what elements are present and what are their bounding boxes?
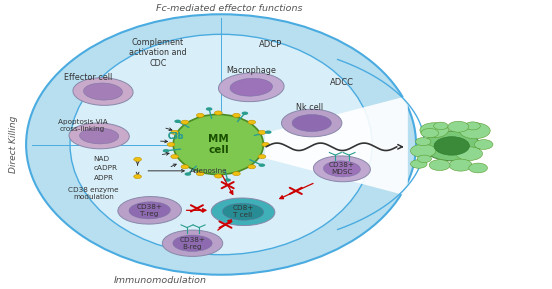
Ellipse shape [162, 230, 222, 256]
Circle shape [416, 138, 431, 146]
Ellipse shape [129, 202, 171, 219]
Circle shape [184, 172, 191, 176]
Text: CD38+
B-reg: CD38+ B-reg [179, 237, 205, 250]
Circle shape [171, 130, 178, 134]
Circle shape [181, 120, 189, 124]
Circle shape [134, 158, 141, 161]
Text: Effector cell: Effector cell [64, 73, 112, 82]
Ellipse shape [282, 109, 342, 137]
Text: cADPR: cADPR [94, 165, 118, 171]
Text: ADCP: ADCP [259, 40, 282, 49]
Circle shape [197, 172, 204, 176]
Circle shape [232, 172, 240, 176]
Circle shape [434, 137, 469, 155]
Circle shape [248, 120, 256, 124]
Text: CD8+
T cell: CD8+ T cell [232, 205, 254, 218]
Text: Apoptosis VIA
cross-linking: Apoptosis VIA cross-linking [58, 118, 108, 131]
Ellipse shape [173, 114, 263, 175]
Ellipse shape [292, 114, 331, 131]
Circle shape [163, 149, 169, 153]
Text: Fc-mediated effector functions: Fc-mediated effector functions [156, 4, 302, 13]
Circle shape [215, 111, 222, 115]
Circle shape [262, 142, 269, 147]
Text: NAD: NAD [94, 156, 110, 162]
Ellipse shape [70, 34, 372, 255]
Ellipse shape [173, 235, 212, 251]
Text: ADCC: ADCC [330, 78, 354, 87]
Circle shape [248, 165, 256, 169]
Ellipse shape [79, 128, 119, 144]
Circle shape [206, 107, 213, 111]
Circle shape [242, 112, 248, 115]
Polygon shape [265, 96, 408, 196]
Text: Macrophage: Macrophage [226, 66, 276, 75]
Ellipse shape [83, 83, 123, 100]
Ellipse shape [73, 78, 133, 105]
Text: C3b: C3b [168, 132, 184, 141]
Ellipse shape [323, 161, 360, 177]
Circle shape [465, 122, 480, 130]
Ellipse shape [314, 156, 370, 182]
Text: Complement
activation and
CDC: Complement activation and CDC [129, 38, 187, 68]
Text: Direct Killing: Direct Killing [9, 116, 18, 173]
Ellipse shape [230, 78, 273, 96]
Circle shape [474, 140, 493, 149]
Circle shape [215, 174, 222, 178]
Circle shape [417, 155, 432, 162]
Circle shape [429, 160, 450, 171]
Circle shape [459, 123, 490, 139]
Circle shape [411, 160, 427, 168]
Text: ADPR: ADPR [94, 175, 114, 181]
Circle shape [258, 164, 265, 167]
Ellipse shape [26, 14, 416, 275]
Circle shape [258, 155, 266, 159]
Circle shape [448, 121, 469, 132]
Text: Nk cell: Nk cell [296, 103, 323, 112]
Circle shape [134, 175, 141, 179]
Circle shape [421, 129, 439, 138]
Circle shape [258, 130, 266, 134]
Circle shape [224, 178, 231, 182]
Circle shape [469, 163, 487, 173]
Ellipse shape [222, 203, 264, 220]
Circle shape [197, 113, 204, 117]
Circle shape [174, 120, 181, 123]
Circle shape [434, 122, 448, 129]
Circle shape [167, 142, 175, 147]
Circle shape [265, 130, 272, 134]
Circle shape [420, 123, 448, 138]
Text: C3b: C3b [168, 132, 184, 141]
Ellipse shape [219, 73, 284, 102]
Circle shape [449, 159, 472, 171]
Text: Adenosine: Adenosine [190, 168, 228, 174]
Text: CD38 enzyme
modulation: CD38 enzyme modulation [68, 187, 119, 200]
Circle shape [411, 144, 436, 158]
Circle shape [232, 113, 240, 117]
Circle shape [171, 155, 178, 159]
Ellipse shape [211, 198, 275, 225]
Circle shape [181, 165, 189, 169]
Text: CD38+
T-reg: CD38+ T-reg [137, 204, 163, 217]
Text: CD38+
MDSC: CD38+ MDSC [329, 162, 355, 175]
Circle shape [423, 131, 480, 161]
Ellipse shape [118, 197, 182, 224]
Text: MM
cell: MM cell [208, 134, 229, 155]
Text: Immunomodulation: Immunomodulation [114, 276, 207, 285]
Circle shape [456, 147, 482, 160]
Ellipse shape [69, 123, 129, 149]
